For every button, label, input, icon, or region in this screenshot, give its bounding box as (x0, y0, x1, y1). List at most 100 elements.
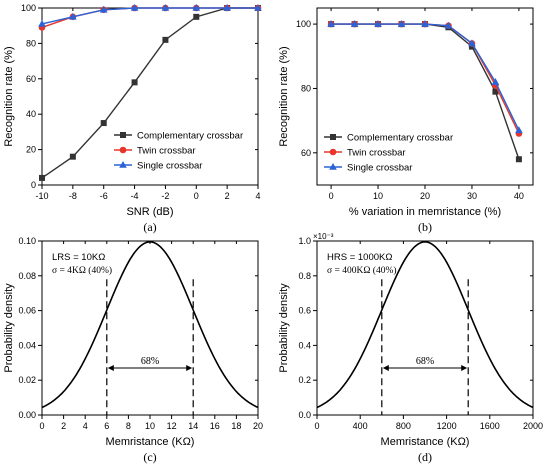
x-tick-label: 12 (167, 421, 177, 431)
annotation-line: σ = 400KΩ (40%) (327, 265, 397, 276)
x-axis-label: Memristance (KΩ) (106, 436, 195, 448)
x-tick-label: 2000 (523, 421, 543, 431)
x-tick-label: 4 (83, 421, 88, 431)
x-tick-label: -4 (131, 191, 139, 201)
x-axis-label: SNR (dB) (126, 206, 173, 218)
data-point (223, 4, 231, 11)
x-tick-label: 2 (225, 191, 230, 201)
legend-marker (119, 146, 127, 154)
data-point (131, 79, 138, 86)
y-tick-label: 60 (301, 148, 311, 158)
y-tick-label: 0.2 (298, 375, 311, 385)
gaussian-curve (41, 241, 259, 409)
x-tick-label: 30 (467, 191, 477, 201)
data-point (254, 4, 262, 11)
data-point (193, 13, 200, 20)
x-tick-label: 4 (255, 191, 260, 201)
x-tick-label: 0 (194, 191, 199, 201)
y-tick-label: 60 (26, 74, 36, 84)
data-point (397, 20, 406, 27)
legend-label: Complementary crossbar (137, 131, 243, 142)
interval-label: 68% (416, 356, 434, 367)
arrow-head-right (461, 365, 468, 372)
y-tick-label: 0.06 (18, 306, 36, 316)
exponent-label: ×10⁻³ (313, 232, 334, 241)
x-tick-label: 800 (396, 421, 411, 431)
arrow-head-left (382, 365, 389, 372)
x-tick-label: 1200 (437, 421, 457, 431)
data-point (515, 126, 523, 134)
y-tick-label: 0.4 (298, 340, 311, 350)
data-point (444, 21, 453, 29)
x-tick-label: 6 (104, 421, 109, 431)
legend-marker (120, 132, 126, 138)
x-tick-label: 20 (420, 191, 430, 201)
data-point (374, 20, 382, 27)
y-tick-label: 1.0 (298, 236, 311, 246)
series-line-single-crossbar (41, 7, 258, 25)
panel-label: (c) (143, 450, 156, 464)
data-point (39, 174, 45, 181)
y-tick-label: 0.0 (298, 410, 311, 420)
y-axis-label: Probability density (3, 283, 15, 373)
panel-label: (d) (418, 450, 432, 464)
x-tick-label: 16 (210, 421, 220, 431)
y-tick-label: 0.04 (18, 340, 36, 350)
data-point (69, 153, 76, 160)
data-point (161, 4, 170, 11)
data-point (38, 19, 46, 27)
data-point (162, 36, 169, 43)
data-point (421, 20, 429, 27)
data-point (350, 20, 359, 27)
y-axis-label: Recognition rate (%) (278, 46, 290, 146)
legend-marker (330, 134, 336, 140)
legend-label: Complementary crossbar (347, 133, 453, 144)
panel-label: (b) (418, 220, 432, 234)
y-tick-label: 0.10 (18, 236, 36, 246)
y-tick-label: 40 (26, 109, 36, 119)
legend-label: Single crossbar (137, 161, 202, 172)
y-tick-label: 0.8 (298, 271, 311, 281)
y-tick-label: 20 (26, 145, 36, 155)
legend-marker (329, 163, 337, 170)
data-point (491, 78, 500, 85)
data-point (130, 4, 139, 11)
x-tick-label: 14 (188, 421, 198, 431)
data-point (468, 39, 476, 47)
panel-b: 0 10 20 30 40 60 80 100 % variation in memristan… (278, 7, 534, 234)
x-tick-label: 0 (329, 191, 334, 201)
x-tick-label: 400 (353, 421, 368, 431)
x-tick-label: 20 (253, 421, 263, 431)
x-tick-label: 10 (145, 421, 155, 431)
y-tick-label: 0.6 (298, 306, 311, 316)
series-line-twin-crossbar (331, 23, 520, 134)
y-axis-label: Recognition rate (%) (3, 46, 15, 146)
y-tick-label: 100 (21, 3, 36, 13)
y-tick-label: 80 (301, 83, 311, 93)
y-tick-label: 0.08 (18, 271, 36, 281)
x-tick-label: -8 (69, 191, 77, 201)
legend-label: Single crossbar (347, 163, 412, 174)
y-tick-label: 0.00 (18, 410, 36, 420)
data-point (69, 12, 77, 20)
x-tick-label: 10 (373, 191, 383, 201)
data-point (515, 156, 522, 163)
x-tick-label: -2 (161, 191, 169, 201)
legend-marker (119, 161, 127, 168)
gaussian-curve (316, 241, 534, 409)
x-tick-label: 8 (126, 421, 131, 431)
x-tick-label: 0 (314, 421, 319, 431)
x-axis-label: % variation in memristance (%) (349, 206, 501, 218)
legend-marker (329, 148, 337, 156)
series-line-complementary-crossbar (41, 7, 258, 179)
data-point (192, 4, 201, 11)
x-tick-label: 1600 (480, 421, 500, 431)
data-point (99, 5, 108, 13)
y-tick-label: 0.02 (18, 375, 36, 385)
data-point (100, 120, 107, 127)
x-tick-label: 0 (39, 421, 44, 431)
legend-label: Twin crossbar (137, 146, 196, 157)
annotation-line: HRS = 1000KΩ (327, 252, 392, 263)
